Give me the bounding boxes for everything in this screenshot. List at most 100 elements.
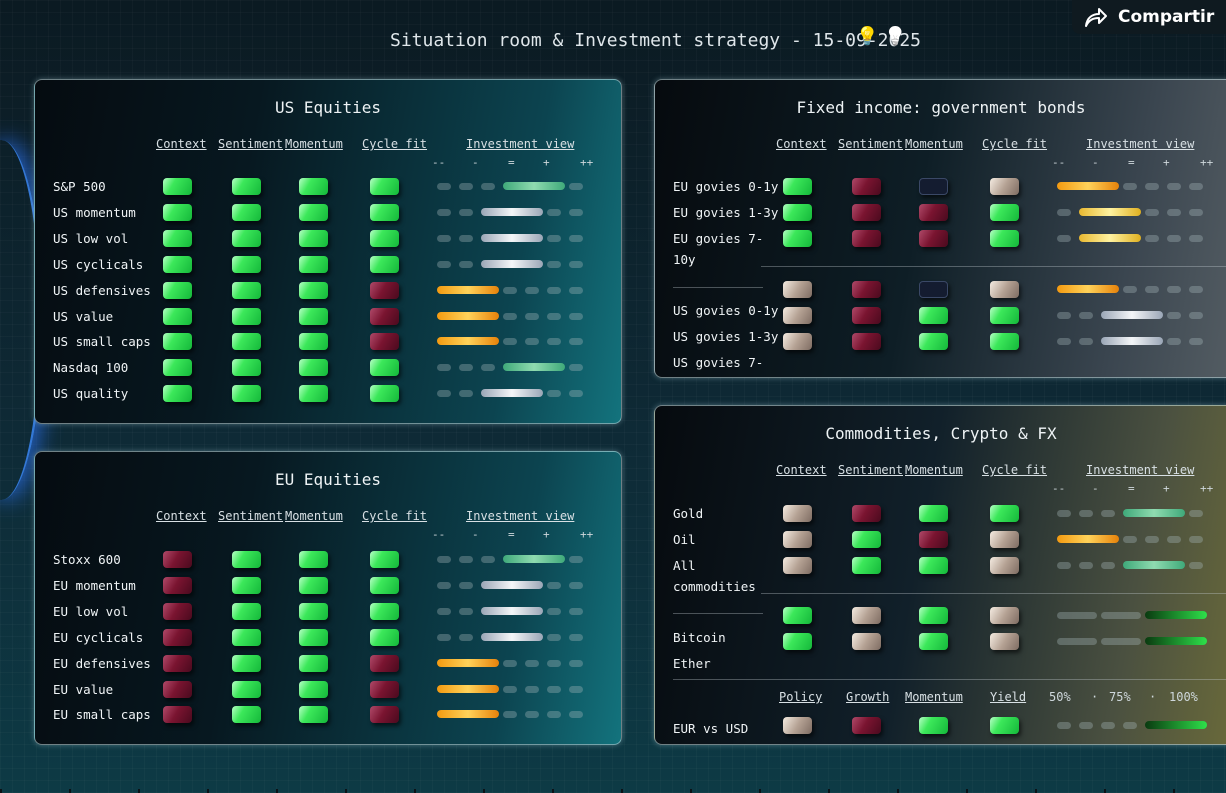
signal-context[interactable] bbox=[163, 680, 192, 698]
signal-sentiment[interactable] bbox=[232, 385, 261, 403]
signal-momentum[interactable] bbox=[919, 633, 948, 650]
signal-momentum[interactable] bbox=[299, 178, 328, 195]
signal-cycle-fit[interactable] bbox=[370, 576, 399, 594]
signal-momentum[interactable] bbox=[919, 178, 948, 195]
lightbulb-off-icon[interactable]: 💡 bbox=[884, 26, 907, 47]
signal-momentum[interactable] bbox=[299, 385, 328, 403]
signal-context[interactable] bbox=[783, 333, 812, 350]
signal-cycle-fit[interactable] bbox=[990, 204, 1019, 221]
signal-context[interactable] bbox=[163, 576, 192, 594]
signal-momentum[interactable] bbox=[919, 307, 948, 324]
signal-cycle-fit[interactable] bbox=[370, 680, 399, 698]
signal-cycle-fit[interactable] bbox=[370, 307, 399, 325]
signal-sentiment[interactable] bbox=[232, 706, 261, 724]
signal-cycle-fit[interactable] bbox=[370, 385, 399, 403]
signal-sentiment[interactable] bbox=[852, 557, 881, 574]
signal-sentiment[interactable] bbox=[232, 333, 261, 351]
signal-cycle-fit[interactable] bbox=[370, 333, 399, 351]
lightbulb-on-icon[interactable]: 💡 bbox=[856, 26, 879, 47]
signal-sentiment[interactable] bbox=[232, 307, 261, 325]
signal-context[interactable] bbox=[163, 255, 192, 273]
signal-momentum[interactable] bbox=[919, 717, 948, 734]
signal-momentum[interactable] bbox=[919, 204, 948, 221]
signal-context[interactable] bbox=[783, 307, 812, 324]
signal-context[interactable] bbox=[163, 281, 192, 299]
signal-momentum[interactable] bbox=[299, 359, 328, 377]
signal-sentiment[interactable] bbox=[232, 628, 261, 646]
signal-sentiment[interactable] bbox=[852, 607, 881, 624]
signal-momentum[interactable] bbox=[919, 557, 948, 574]
signal-sentiment[interactable] bbox=[852, 307, 881, 324]
signal-cycle-fit[interactable] bbox=[990, 557, 1019, 574]
signal-cycle-fit[interactable] bbox=[990, 281, 1019, 298]
signal-momentum[interactable] bbox=[919, 531, 948, 548]
signal-momentum[interactable] bbox=[299, 551, 328, 568]
signal-context[interactable] bbox=[783, 505, 812, 522]
signal-momentum[interactable] bbox=[299, 255, 328, 273]
signal-context[interactable] bbox=[163, 333, 192, 351]
signal-sentiment[interactable] bbox=[232, 654, 261, 672]
signal-sentiment[interactable] bbox=[852, 281, 881, 298]
signal-momentum[interactable] bbox=[299, 203, 328, 221]
signal-sentiment[interactable] bbox=[852, 505, 881, 522]
signal-momentum[interactable] bbox=[299, 680, 328, 698]
signal-sentiment[interactable] bbox=[852, 531, 881, 548]
signal-cycle-fit[interactable] bbox=[370, 281, 399, 299]
signal-cycle-fit[interactable] bbox=[370, 203, 399, 221]
signal-sentiment[interactable] bbox=[232, 680, 261, 698]
signal-context[interactable] bbox=[783, 557, 812, 574]
signal-cycle-fit[interactable] bbox=[990, 505, 1019, 522]
signal-momentum[interactable] bbox=[919, 333, 948, 350]
signal-sentiment[interactable] bbox=[232, 178, 261, 195]
signal-momentum[interactable] bbox=[299, 229, 328, 247]
signal-sentiment[interactable] bbox=[232, 359, 261, 377]
signal-momentum[interactable] bbox=[299, 628, 328, 646]
signal-sentiment[interactable] bbox=[232, 203, 261, 221]
signal-sentiment[interactable] bbox=[852, 717, 881, 734]
signal-cycle-fit[interactable] bbox=[370, 654, 399, 672]
signal-momentum[interactable] bbox=[919, 505, 948, 522]
signal-sentiment[interactable] bbox=[232, 551, 261, 568]
signal-context[interactable] bbox=[783, 607, 812, 624]
signal-sentiment[interactable] bbox=[232, 602, 261, 620]
signal-context[interactable] bbox=[783, 178, 812, 195]
signal-cycle-fit[interactable] bbox=[990, 307, 1019, 324]
signal-cycle-fit[interactable] bbox=[370, 229, 399, 247]
signal-cycle-fit[interactable] bbox=[990, 717, 1019, 734]
signal-sentiment[interactable] bbox=[232, 255, 261, 273]
signal-context[interactable] bbox=[783, 204, 812, 221]
share-button[interactable]: Compartir bbox=[1072, 0, 1226, 34]
signal-context[interactable] bbox=[163, 654, 192, 672]
signal-context[interactable] bbox=[163, 628, 192, 646]
signal-cycle-fit[interactable] bbox=[990, 333, 1019, 350]
signal-cycle-fit[interactable] bbox=[990, 230, 1019, 247]
signal-momentum[interactable] bbox=[299, 576, 328, 594]
signal-context[interactable] bbox=[783, 717, 812, 734]
signal-sentiment[interactable] bbox=[852, 204, 881, 221]
signal-sentiment[interactable] bbox=[232, 281, 261, 299]
signal-cycle-fit[interactable] bbox=[370, 628, 399, 646]
signal-cycle-fit[interactable] bbox=[990, 531, 1019, 548]
signal-context[interactable] bbox=[163, 551, 192, 568]
signal-context[interactable] bbox=[163, 178, 192, 195]
signal-context[interactable] bbox=[783, 531, 812, 548]
signal-context[interactable] bbox=[163, 203, 192, 221]
signal-cycle-fit[interactable] bbox=[370, 359, 399, 377]
signal-sentiment[interactable] bbox=[232, 576, 261, 594]
signal-momentum[interactable] bbox=[919, 230, 948, 247]
signal-sentiment[interactable] bbox=[232, 229, 261, 247]
signal-sentiment[interactable] bbox=[852, 230, 881, 247]
signal-context[interactable] bbox=[163, 359, 192, 377]
signal-momentum[interactable] bbox=[299, 654, 328, 672]
signal-cycle-fit[interactable] bbox=[370, 551, 399, 568]
signal-context[interactable] bbox=[163, 385, 192, 403]
signal-sentiment[interactable] bbox=[852, 333, 881, 350]
signal-context[interactable] bbox=[783, 633, 812, 650]
signal-momentum[interactable] bbox=[299, 281, 328, 299]
signal-cycle-fit[interactable] bbox=[990, 607, 1019, 624]
signal-context[interactable] bbox=[163, 229, 192, 247]
signal-momentum[interactable] bbox=[299, 333, 328, 351]
signal-sentiment[interactable] bbox=[852, 178, 881, 195]
signal-sentiment[interactable] bbox=[852, 633, 881, 650]
signal-context[interactable] bbox=[163, 602, 192, 620]
